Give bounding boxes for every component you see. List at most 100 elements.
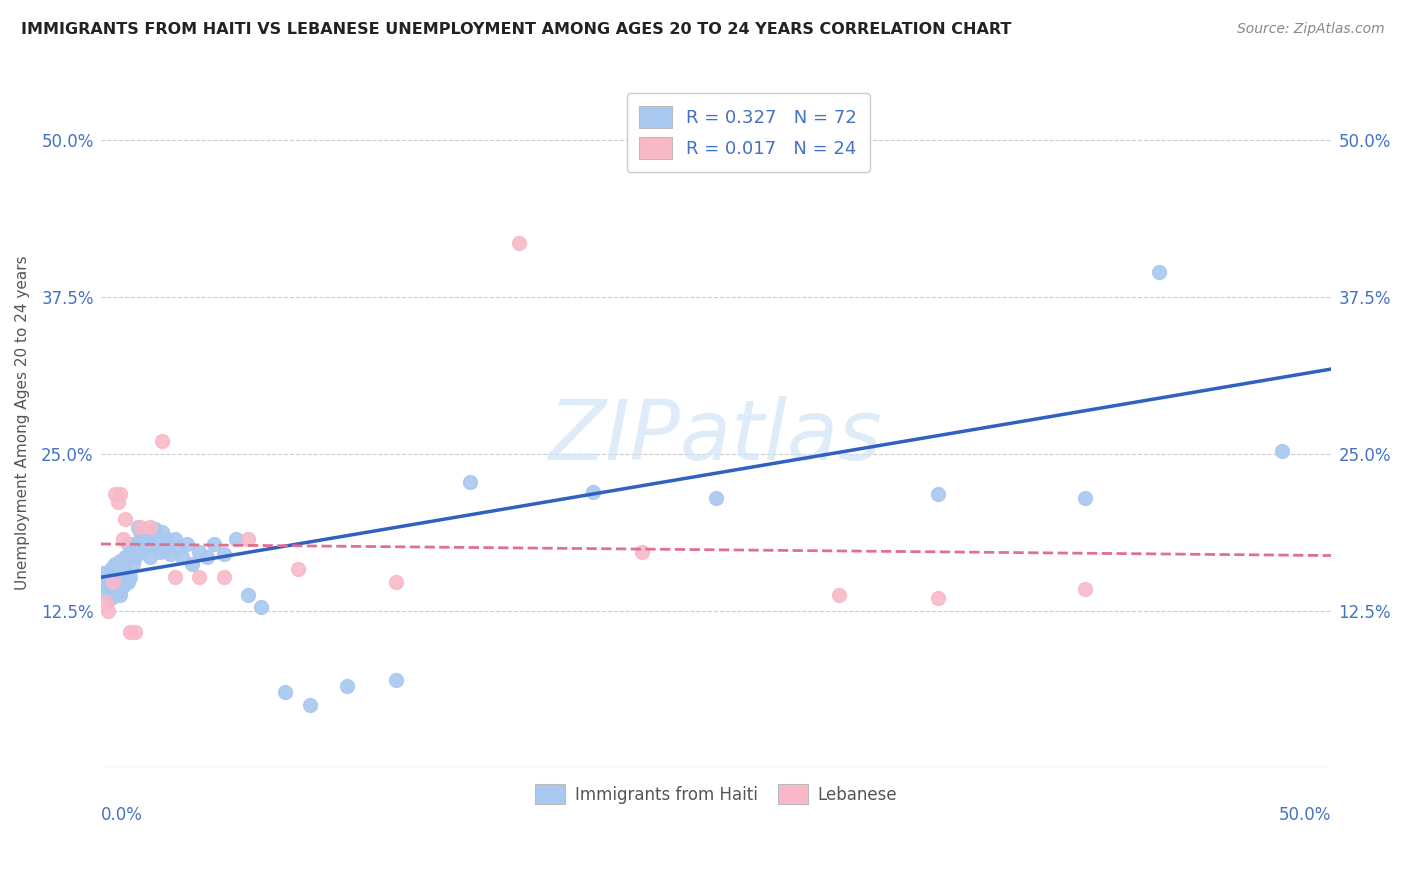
Point bbox=[101, 560, 124, 574]
Point bbox=[159, 547, 181, 561]
Point bbox=[141, 537, 163, 551]
Point bbox=[129, 520, 152, 534]
Point bbox=[336, 679, 359, 693]
Point bbox=[143, 522, 166, 536]
Point bbox=[298, 698, 321, 712]
Point bbox=[101, 574, 124, 589]
Point bbox=[150, 434, 173, 449]
Point bbox=[129, 524, 152, 539]
Text: Source: ZipAtlas.com: Source: ZipAtlas.com bbox=[1237, 22, 1385, 37]
Point bbox=[100, 582, 122, 597]
Point bbox=[131, 533, 153, 547]
Point bbox=[149, 545, 172, 559]
Point bbox=[97, 570, 120, 584]
Point bbox=[110, 487, 132, 501]
Point bbox=[134, 541, 156, 555]
Point bbox=[91, 566, 114, 581]
Point bbox=[107, 566, 129, 581]
Text: IMMIGRANTS FROM HAITI VS LEBANESE UNEMPLOYMENT AMONG AGES 20 TO 24 YEARS CORRELA: IMMIGRANTS FROM HAITI VS LEBANESE UNEMPL… bbox=[21, 22, 1011, 37]
Point bbox=[225, 533, 247, 547]
Point bbox=[114, 560, 136, 574]
Point bbox=[127, 537, 149, 551]
Text: ZIPatlas: ZIPatlas bbox=[550, 396, 883, 477]
Point bbox=[202, 537, 225, 551]
Point bbox=[188, 570, 211, 584]
Point bbox=[150, 524, 173, 539]
Point bbox=[1147, 265, 1170, 279]
Point bbox=[212, 547, 235, 561]
Legend: Immigrants from Haiti, Lebanese: Immigrants from Haiti, Lebanese bbox=[529, 778, 904, 811]
Point bbox=[129, 545, 152, 559]
Point bbox=[107, 585, 129, 599]
Text: 0.0%: 0.0% bbox=[101, 805, 142, 823]
Point bbox=[94, 595, 117, 609]
Point bbox=[163, 533, 186, 547]
Point bbox=[828, 587, 851, 601]
Point bbox=[110, 574, 132, 589]
Point bbox=[111, 566, 134, 581]
Point bbox=[100, 562, 122, 576]
Point bbox=[274, 685, 297, 699]
Point bbox=[385, 574, 408, 589]
Point bbox=[124, 625, 146, 640]
Point bbox=[94, 585, 117, 599]
Y-axis label: Unemployment Among Ages 20 to 24 years: Unemployment Among Ages 20 to 24 years bbox=[15, 255, 30, 590]
Point bbox=[153, 541, 176, 555]
Point bbox=[704, 491, 727, 505]
Point bbox=[176, 537, 198, 551]
Point bbox=[104, 487, 127, 501]
Point bbox=[458, 475, 481, 489]
Point bbox=[508, 236, 530, 251]
Point bbox=[1074, 491, 1097, 505]
Point bbox=[111, 533, 134, 547]
Point bbox=[170, 549, 193, 564]
Point bbox=[110, 587, 132, 601]
Point bbox=[195, 549, 218, 564]
Point bbox=[121, 558, 143, 572]
Point bbox=[136, 528, 159, 542]
Point bbox=[212, 570, 235, 584]
Point bbox=[104, 558, 127, 572]
Point bbox=[1074, 582, 1097, 597]
Point bbox=[101, 587, 124, 601]
Point bbox=[114, 549, 136, 564]
Point bbox=[287, 562, 309, 576]
Point bbox=[120, 570, 142, 584]
Point bbox=[104, 570, 127, 584]
Point bbox=[188, 545, 211, 559]
Point bbox=[121, 537, 143, 551]
Point bbox=[169, 541, 191, 555]
Point bbox=[238, 533, 260, 547]
Point bbox=[139, 520, 162, 534]
Point bbox=[97, 604, 120, 618]
Point bbox=[114, 512, 136, 526]
Point bbox=[927, 487, 949, 501]
Point bbox=[180, 558, 202, 572]
Point bbox=[631, 545, 654, 559]
Point bbox=[238, 587, 260, 601]
Point bbox=[104, 579, 127, 593]
Point bbox=[114, 574, 136, 589]
Point bbox=[127, 520, 149, 534]
Point bbox=[124, 549, 146, 564]
Point bbox=[582, 484, 605, 499]
Point bbox=[927, 591, 949, 606]
Point bbox=[120, 547, 142, 561]
Point bbox=[107, 574, 129, 589]
Point bbox=[1271, 444, 1294, 458]
Point bbox=[107, 494, 129, 508]
Point bbox=[828, 152, 851, 166]
Point bbox=[111, 579, 134, 593]
Point bbox=[156, 533, 179, 547]
Text: 50.0%: 50.0% bbox=[1279, 805, 1331, 823]
Point bbox=[100, 591, 122, 606]
Point bbox=[146, 533, 169, 547]
Point bbox=[117, 537, 139, 551]
Point bbox=[249, 600, 271, 615]
Point bbox=[163, 570, 186, 584]
Point bbox=[120, 625, 142, 640]
Point bbox=[117, 574, 139, 589]
Point bbox=[385, 673, 408, 687]
Point bbox=[94, 574, 117, 589]
Point bbox=[101, 574, 124, 589]
